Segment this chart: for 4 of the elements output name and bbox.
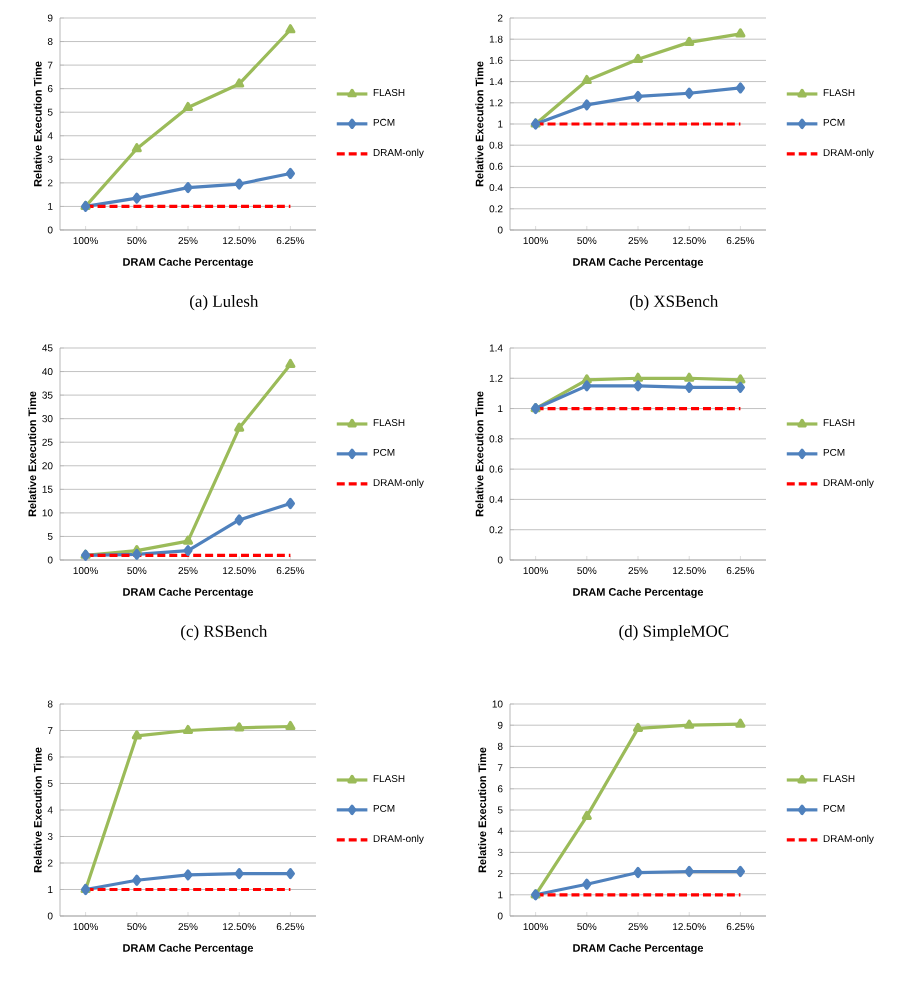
text: (b) XSBench bbox=[630, 295, 719, 311]
text: (a) Lulesh bbox=[190, 295, 259, 311]
text: (c) RSBench bbox=[181, 625, 268, 641]
text: (d) SimpleMOC bbox=[619, 625, 729, 641]
